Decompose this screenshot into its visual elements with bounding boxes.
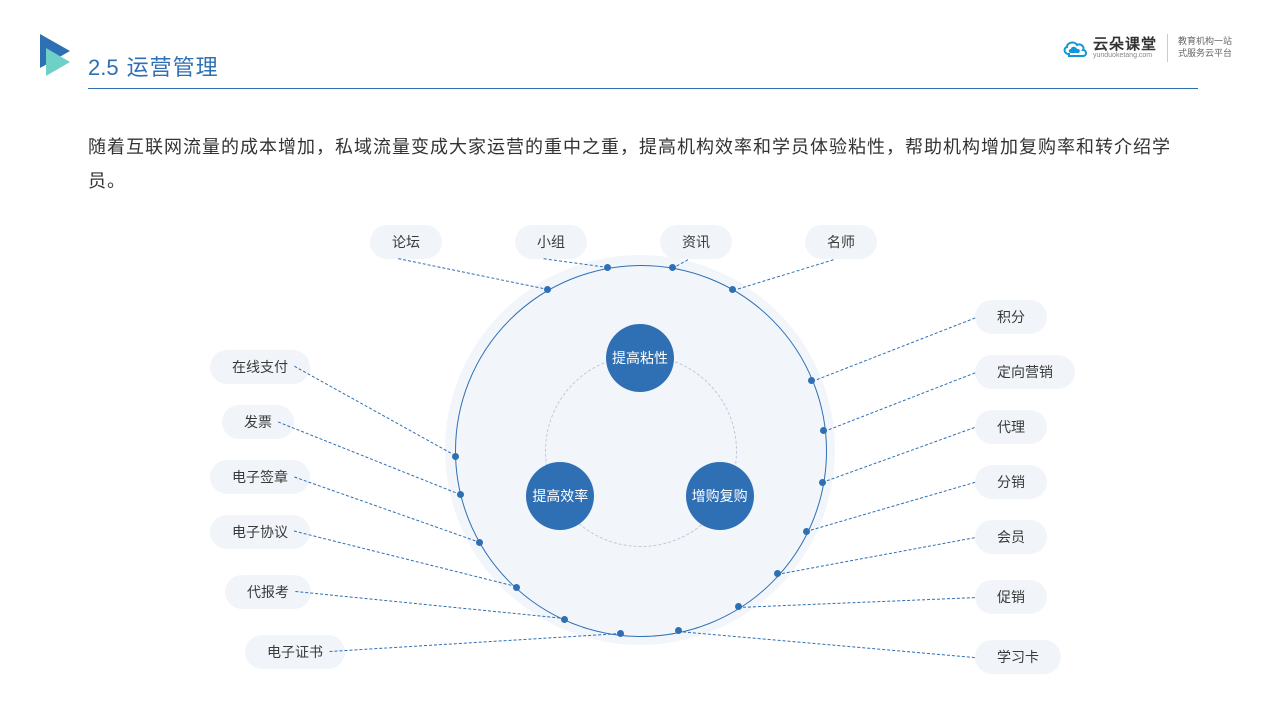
connector [824,372,975,432]
operations-diagram: 提高粘性提高效率增购复购论坛小组资讯名师在线支付发票电子签章电子协议代报考电子证… [0,190,1280,710]
connector [329,633,621,652]
connector [733,259,834,291]
connector [678,631,975,658]
section-title: 运营管理 [127,50,219,82]
connector [294,366,456,456]
connector [806,482,975,532]
brand-domain: yunduoketang.com [1093,52,1157,59]
connector [822,427,975,483]
hub-stickiness: 提高粘性 [606,324,674,392]
connector [398,258,548,290]
spoke-pill: 代理 [975,410,1047,444]
section-number: 2.5 [88,55,119,81]
spoke-pill: 积分 [975,300,1047,334]
spoke-pill: 促销 [975,580,1047,614]
spoke-pill: 资讯 [660,225,732,259]
hub-repurchase: 增购复购 [686,462,754,530]
hub-efficiency: 提高效率 [526,462,594,530]
brand-tagline: 教育机构一站 式服务云平台 [1178,36,1238,59]
cloud-icon [1061,38,1089,58]
spoke-pill: 分销 [975,465,1047,499]
spoke-pill: 小组 [515,225,587,259]
spoke-pill: 发票 [222,405,294,439]
brand-divider [1167,34,1168,62]
header-underline [88,88,1198,89]
brand-name: 云朵课堂 [1093,37,1157,52]
spoke-pill: 会员 [975,520,1047,554]
spoke-pill: 论坛 [370,225,442,259]
spoke-pill: 学习卡 [975,640,1061,674]
spoke-pill: 名师 [805,225,877,259]
spoke-pill: 定向营销 [975,355,1075,389]
connector [738,597,975,608]
spoke-pill: 电子证书 [245,635,345,669]
corner-triangle-icon [40,34,76,76]
slide-description: 随着互联网流量的成本增加，私域流量变成大家运营的重中之重，提高机构效率和学员体验… [88,130,1198,198]
brand-logo: 云朵课堂 yunduoketang.com 教育机构一站 式服务云平台 [1061,34,1238,62]
connector [812,317,976,382]
section-header: 2.5 运营管理 [88,50,219,82]
